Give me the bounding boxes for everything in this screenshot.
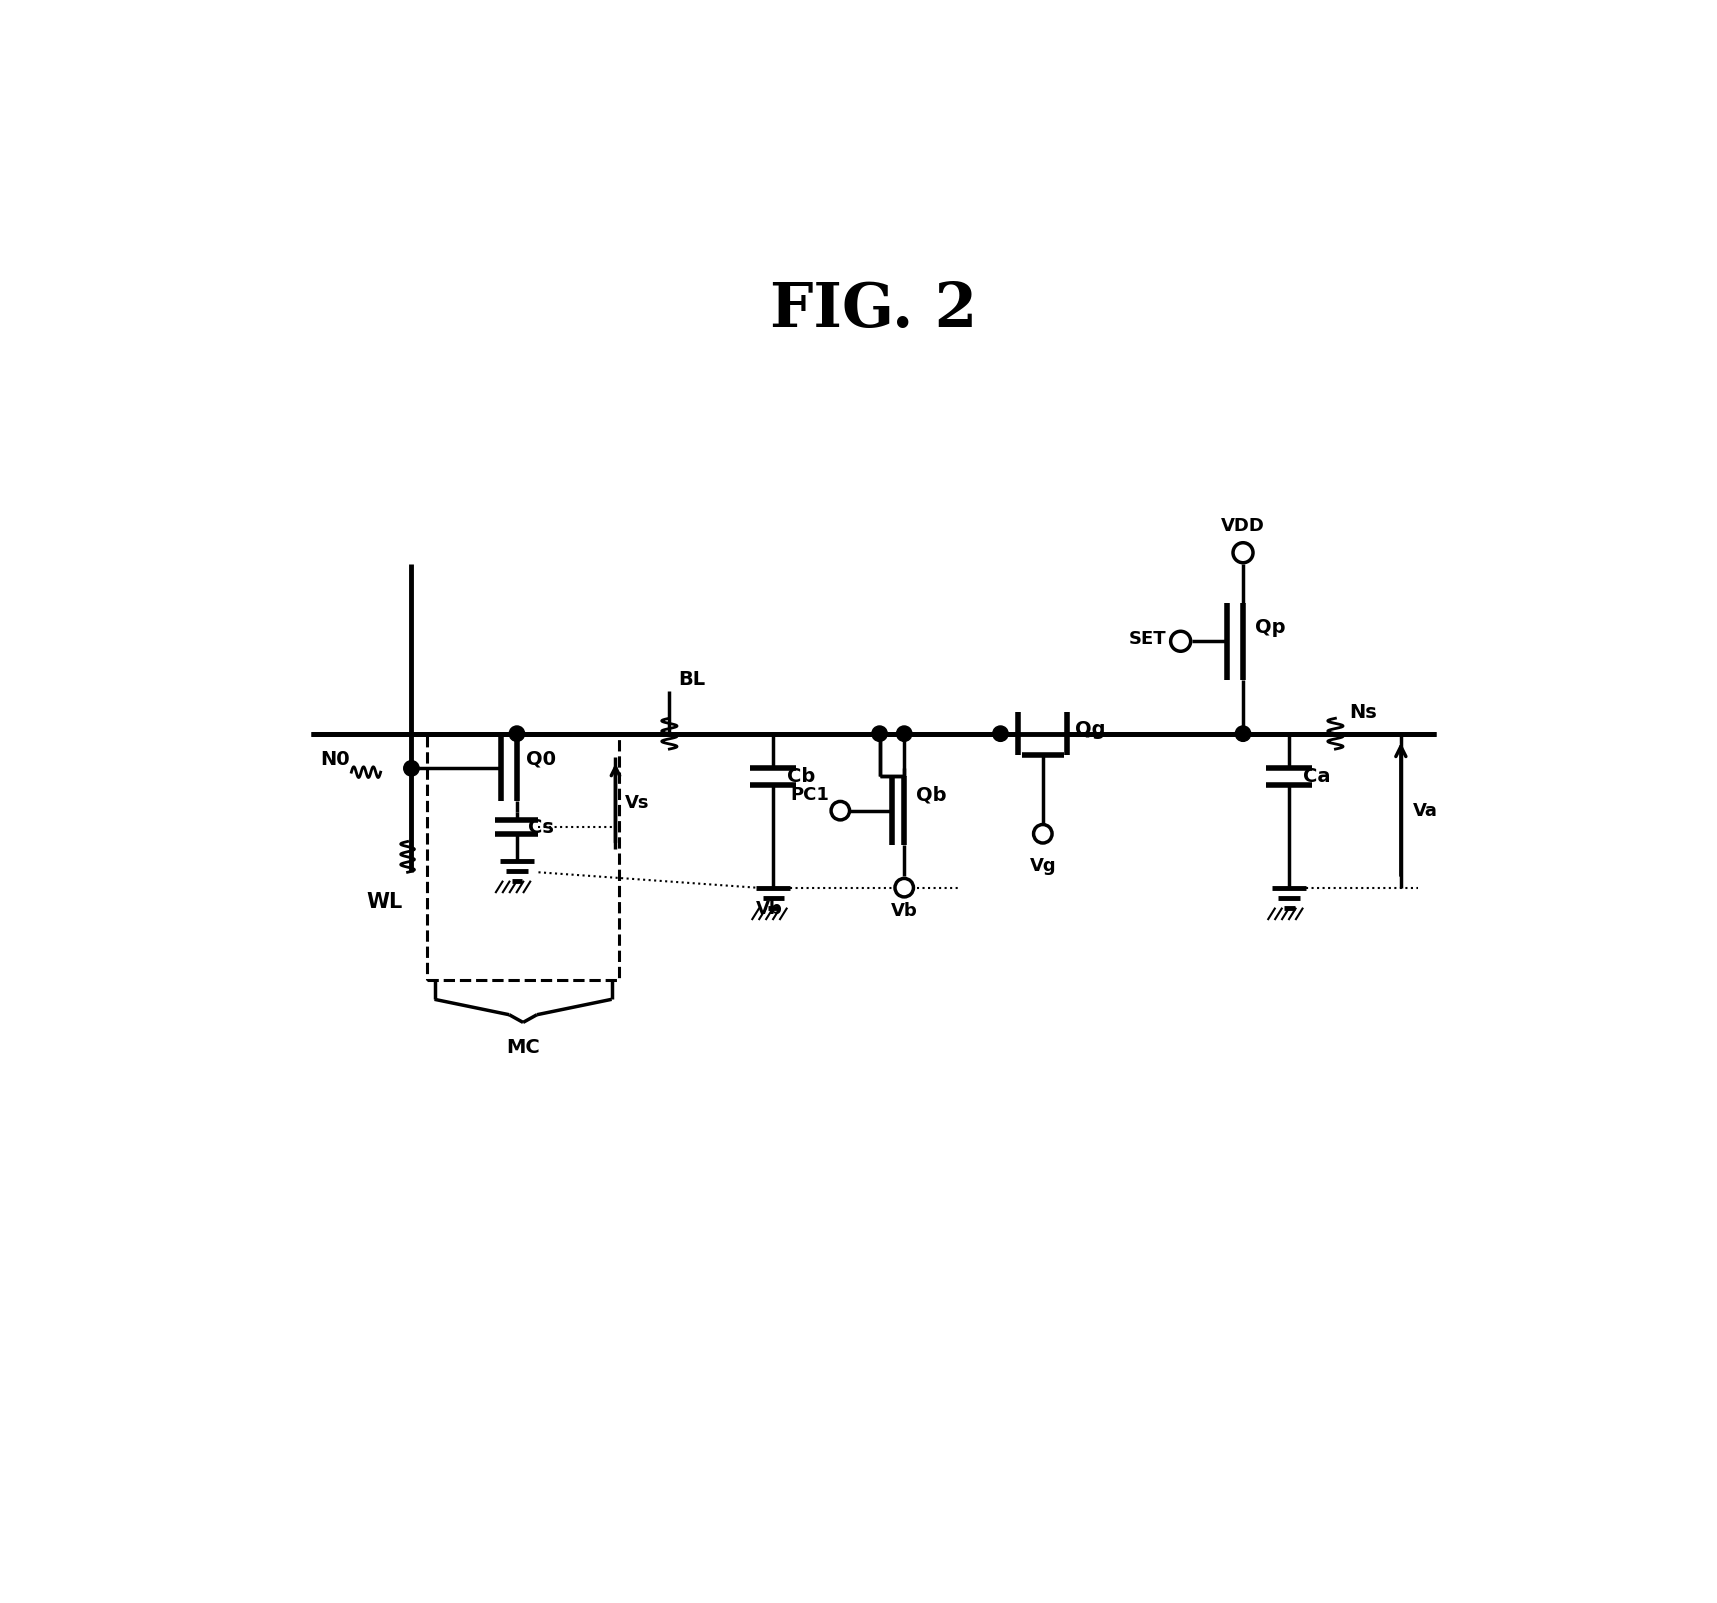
Text: Vg: Vg [1030,858,1056,875]
Text: MC: MC [507,1037,539,1056]
Text: VDD: VDD [1221,516,1265,535]
Text: N0: N0 [319,750,350,768]
Text: Vb: Vb [891,902,917,920]
Circle shape [872,726,888,741]
Circle shape [895,878,913,898]
Text: Qb: Qb [915,785,946,805]
Text: Ns: Ns [1350,702,1377,721]
Text: PC1: PC1 [790,785,829,805]
Text: Cb: Cb [786,768,816,787]
Text: Va: Va [1413,802,1437,819]
Circle shape [403,760,419,776]
Text: Qp: Qp [1255,617,1284,636]
Circle shape [1034,824,1053,843]
Text: Vb: Vb [755,901,783,919]
Text: Qg: Qg [1075,720,1106,739]
Circle shape [1235,726,1250,741]
Text: WL: WL [366,891,402,912]
Text: FIG. 2: FIG. 2 [769,281,977,340]
Text: BL: BL [678,670,706,689]
Text: Ca: Ca [1303,768,1331,787]
Circle shape [1171,632,1190,651]
Text: Vs: Vs [625,793,649,813]
Circle shape [1233,543,1253,563]
Circle shape [992,726,1008,741]
Text: Q0: Q0 [525,750,556,768]
Circle shape [831,802,850,819]
Text: SET: SET [1130,630,1168,648]
Circle shape [510,726,525,741]
Circle shape [896,726,912,741]
Text: Cs: Cs [529,818,555,837]
